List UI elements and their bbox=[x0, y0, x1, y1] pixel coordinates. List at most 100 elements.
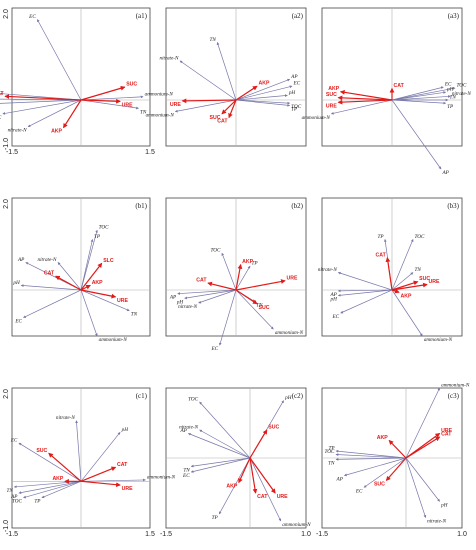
env-vector-tn bbox=[80, 289, 130, 312]
env-label-ammonium-n: ammonium-N bbox=[147, 474, 176, 480]
enzyme-vector-cat bbox=[54, 275, 82, 291]
env-vector-nitrate-n bbox=[391, 95, 451, 101]
env-label-ap: AP bbox=[336, 477, 344, 483]
enzyme-label-cat: CAT bbox=[196, 278, 207, 284]
enzyme-vector-cat bbox=[4, 94, 82, 101]
env-label-ammonium-n: ammonium-N bbox=[302, 115, 331, 121]
env-label-ammonium-n: ammonium-N bbox=[99, 337, 128, 343]
biplot-panel: (a1)-1.51.52.0-1.0ECammonium-NTNAPpHTPTO… bbox=[0, 7, 173, 156]
enzyme-vector-akp bbox=[238, 457, 251, 484]
enzyme-label-cat: CAT bbox=[441, 432, 452, 438]
enzyme-vector-suc bbox=[391, 280, 419, 291]
env-vector-ph bbox=[235, 94, 288, 101]
env-vector-ph bbox=[405, 457, 440, 502]
enzyme-vector-cat bbox=[228, 99, 237, 119]
enzyme-label-ure: URE bbox=[326, 103, 337, 109]
enzyme-label-akp: AKP bbox=[259, 81, 270, 87]
env-vector-ap bbox=[187, 433, 251, 459]
env-label-ec: EC bbox=[332, 314, 340, 320]
env-label-nitrate-n: nitrate-N bbox=[159, 55, 179, 61]
panel-label: (c3) bbox=[448, 392, 460, 400]
env-vector-ph bbox=[184, 289, 237, 300]
enzyme-label-akp: AKP bbox=[328, 86, 339, 92]
enzyme-vector-ure bbox=[249, 457, 276, 494]
env-label-ammonium-n: ammonium-N bbox=[275, 330, 304, 336]
env-label-ec: EC bbox=[14, 319, 22, 325]
env-vector-ammonium-n bbox=[80, 95, 144, 101]
env-label-nitrate-n: nitrate-N bbox=[179, 425, 199, 431]
enzyme-vector-akp bbox=[235, 263, 243, 291]
enzyme-vector-cat bbox=[207, 281, 237, 291]
env-label-tp: TP bbox=[447, 104, 454, 110]
enzyme-label-ure: URE bbox=[122, 486, 133, 492]
env-label-ap: AP bbox=[329, 292, 337, 298]
env-vector-tp bbox=[391, 99, 447, 105]
enzyme-vector-akp bbox=[235, 85, 258, 101]
env-label-toc: TOC bbox=[457, 83, 468, 89]
enzyme-vector-suc bbox=[235, 289, 258, 305]
env-vector-ap bbox=[18, 480, 82, 494]
env-label-nitrate-n: nitrate-N bbox=[56, 415, 76, 421]
enzyme-vector-ure bbox=[80, 480, 121, 488]
env-vector-nitrate-n bbox=[27, 99, 82, 127]
env-vector-toc bbox=[23, 480, 82, 499]
env-vector-ec bbox=[340, 289, 393, 314]
enzyme-vector-cat bbox=[80, 466, 117, 482]
env-label-ap: AP bbox=[290, 74, 298, 80]
env-label-nitrate-n: nitrate-N bbox=[8, 128, 28, 134]
env-vector-ec bbox=[190, 457, 251, 473]
enzyme-label-akp: AKP bbox=[401, 293, 412, 299]
x-tick-label: 1.5 bbox=[145, 149, 155, 156]
env-vector-toc bbox=[199, 401, 251, 459]
enzyme-label-cat: CAT bbox=[44, 271, 55, 277]
env-vector-ec bbox=[391, 86, 444, 101]
panel-label: (a2) bbox=[292, 12, 304, 20]
env-vector-toc bbox=[221, 252, 237, 291]
env-vector-toc bbox=[391, 238, 414, 291]
env-label-ec: EC bbox=[355, 488, 363, 494]
enzyme-label-suc: SUC bbox=[268, 425, 279, 431]
env-label-ap: AP bbox=[10, 494, 18, 500]
env-label-tn: TN bbox=[140, 109, 147, 115]
enzyme-label-cat: CAT bbox=[376, 252, 387, 258]
enzyme-label-suc: SUC bbox=[36, 448, 47, 454]
env-vector-toc bbox=[2, 99, 82, 115]
x-tick-label: -1.5 bbox=[6, 531, 18, 538]
enzyme-label-akp: AKP bbox=[242, 259, 253, 265]
panel-label: (a1) bbox=[136, 12, 148, 20]
env-label-ec: EC bbox=[10, 438, 18, 444]
x-tick-label: 1.5 bbox=[145, 531, 155, 538]
env-label-ph: pH bbox=[440, 502, 448, 508]
env-vector-tn bbox=[335, 457, 407, 461]
enzyme-label-cat: CAT bbox=[117, 462, 128, 468]
env-vector-nitrate-n bbox=[199, 429, 251, 459]
enzyme-vector-suc bbox=[48, 452, 82, 482]
env-label-ph: pH bbox=[12, 280, 20, 286]
env-vector-tp bbox=[235, 265, 251, 291]
env-label-tp: TP bbox=[291, 107, 298, 113]
env-vector-tn bbox=[80, 99, 139, 110]
enzyme-vector-suc bbox=[80, 85, 126, 101]
env-vector-nitrate-n bbox=[198, 289, 237, 304]
enzyme-vector-ure bbox=[80, 98, 121, 104]
enzyme-label-cat: CAT bbox=[0, 91, 4, 97]
env-label-ph: pH bbox=[446, 87, 454, 93]
env-label-ap: AP bbox=[169, 295, 177, 301]
env-label-toc: TOC bbox=[188, 397, 199, 403]
env-label-toc: TOC bbox=[325, 449, 336, 455]
enzyme-label-akp: AKP bbox=[226, 484, 237, 490]
env-label-tp: TP bbox=[34, 499, 41, 505]
enzyme-label-suc: SUC bbox=[326, 92, 337, 98]
enzyme-vector-ure bbox=[80, 289, 117, 299]
env-vector-tn bbox=[190, 457, 251, 468]
y-tick-label: -1.0 bbox=[3, 520, 10, 532]
env-vector-tp bbox=[218, 457, 251, 515]
env-vector-ap bbox=[337, 289, 393, 293]
enzyme-vector-ure bbox=[181, 98, 237, 104]
env-label-ph: pH bbox=[329, 297, 337, 303]
env-label-tn: TN bbox=[256, 303, 263, 309]
